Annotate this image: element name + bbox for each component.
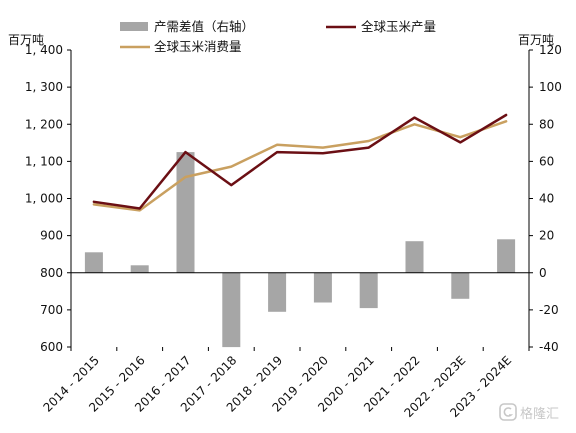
- watermark-logo: 格隆汇: [499, 403, 559, 422]
- left-tick-label-2: 800: [40, 266, 63, 280]
- right-tick-label-3: 20: [539, 229, 554, 243]
- right-tick-label-4: 40: [539, 192, 554, 206]
- bar-9: [497, 239, 516, 273]
- legend-label-production: 全球玉米产量: [361, 19, 436, 34]
- bar-6: [359, 272, 378, 309]
- lines-layer: [92, 113, 508, 212]
- right-axis-unit: 百万吨: [518, 33, 554, 47]
- legend-swatch-bar: [120, 22, 148, 31]
- bar-1: [130, 265, 149, 273]
- bar-8: [451, 272, 470, 299]
- bar-2: [176, 152, 195, 273]
- bar-4: [268, 272, 287, 312]
- left-tick-label-0: 600: [40, 340, 63, 354]
- right-tick-label-2: 0: [539, 266, 547, 280]
- bars-layer: [84, 152, 516, 348]
- watermark-text: 格隆汇: [520, 406, 559, 422]
- left-tick-label-3: 900: [40, 229, 63, 243]
- right-tick-label-8: 120: [539, 43, 562, 57]
- left-tick-label-5: 1, 100: [25, 154, 63, 168]
- legend-label-consumption: 全球玉米消费量: [154, 39, 242, 54]
- line-production: [92, 113, 508, 210]
- left-tick-label-8: 1, 400: [25, 43, 63, 57]
- left-tick-label-7: 1, 300: [25, 80, 63, 94]
- bar-5: [313, 272, 332, 303]
- bar-7: [405, 241, 424, 273]
- left-tick-label-1: 700: [40, 303, 63, 317]
- axes-layer: [67, 49, 533, 351]
- left-tick-label-6: 1, 200: [25, 117, 63, 131]
- right-tick-label-5: 60: [539, 154, 554, 168]
- right-tick-label-0: -40: [539, 340, 559, 354]
- left-tick-label-4: 1, 000: [25, 192, 63, 206]
- bar-3: [222, 272, 241, 348]
- bar-0: [84, 252, 103, 273]
- right-tick-label-1: -20: [539, 303, 559, 317]
- legend: 产需差值（右轴） 全球玉米产量 全球玉米消费量: [120, 19, 436, 54]
- legend-label-bar: 产需差值（右轴）: [154, 19, 254, 34]
- right-tick-label-6: 80: [539, 117, 554, 131]
- left-axis-unit: 百万吨: [8, 33, 44, 47]
- right-tick-label-7: 100: [539, 80, 562, 94]
